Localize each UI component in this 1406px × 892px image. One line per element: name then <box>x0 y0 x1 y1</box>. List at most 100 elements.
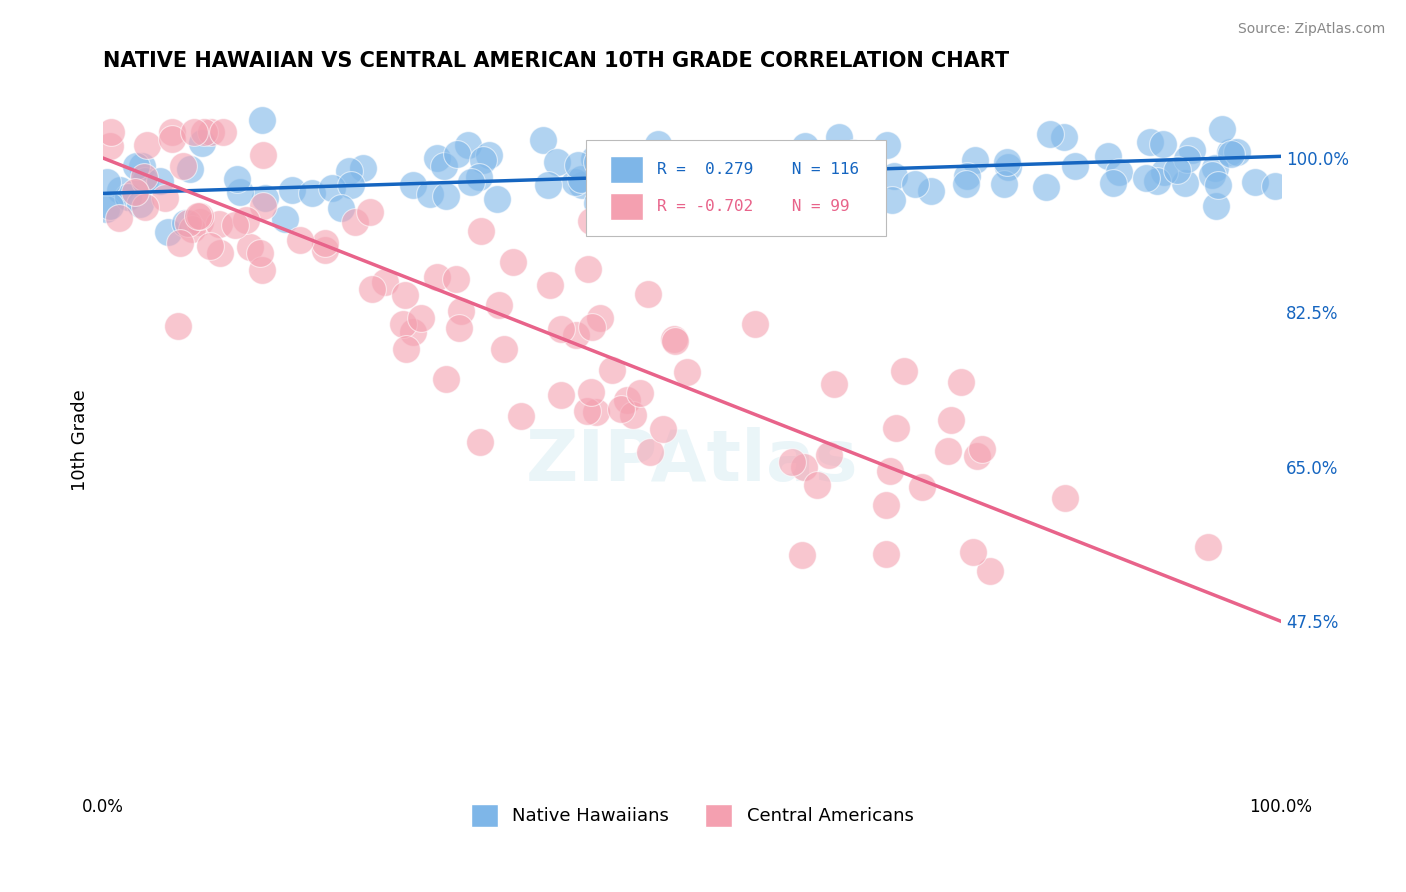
Point <box>450 303 472 318</box>
Point <box>1135 171 1157 186</box>
Bar <box>610 156 643 183</box>
Point <box>330 202 353 216</box>
Point <box>565 327 588 342</box>
Point <box>623 157 645 171</box>
Point <box>585 405 607 419</box>
Point <box>98 199 121 213</box>
Point <box>828 129 851 144</box>
Point <box>589 310 612 325</box>
Point <box>621 408 644 422</box>
Point <box>468 169 491 184</box>
Point <box>340 178 363 192</box>
Point <box>575 404 598 418</box>
Point <box>842 146 865 161</box>
Point <box>149 173 172 187</box>
Point <box>1101 176 1123 190</box>
Point <box>252 199 274 213</box>
Point <box>538 277 561 292</box>
Point <box>181 222 204 236</box>
Point <box>567 158 589 172</box>
Point <box>875 498 897 512</box>
Point <box>470 435 492 450</box>
Point <box>592 184 614 198</box>
Point <box>564 175 586 189</box>
Point <box>1197 540 1219 554</box>
Point <box>586 195 609 210</box>
Point <box>359 204 381 219</box>
Point <box>402 326 425 340</box>
Point <box>600 363 623 377</box>
Point <box>886 421 908 435</box>
Point <box>882 193 904 207</box>
Point <box>585 154 607 169</box>
Point <box>956 169 979 183</box>
Point <box>229 185 252 199</box>
Point <box>426 269 449 284</box>
Point <box>997 161 1019 175</box>
Point <box>239 240 262 254</box>
Point <box>993 177 1015 191</box>
Point <box>188 215 211 229</box>
Point <box>610 402 633 417</box>
Point <box>191 136 214 150</box>
Text: R =  0.279    N = 116: R = 0.279 N = 116 <box>657 161 859 177</box>
Point <box>972 442 994 456</box>
Point <box>183 125 205 139</box>
Point <box>160 125 183 139</box>
Point <box>211 125 233 139</box>
Point <box>841 173 863 187</box>
Point <box>169 236 191 251</box>
Point <box>742 161 765 175</box>
Point <box>208 217 231 231</box>
Point <box>579 214 602 228</box>
Point <box>720 154 742 169</box>
Point <box>337 164 360 178</box>
Point <box>1206 178 1229 193</box>
Point <box>818 448 841 462</box>
Point <box>1108 165 1130 179</box>
Point <box>128 197 150 211</box>
Point <box>571 178 593 192</box>
Point <box>392 317 415 331</box>
Text: R = -0.702    N = 99: R = -0.702 N = 99 <box>657 199 849 214</box>
Point <box>156 225 179 239</box>
Point <box>281 182 304 196</box>
Point <box>135 137 157 152</box>
Text: ZIPAtlas: ZIPAtlas <box>526 427 858 496</box>
Point <box>640 160 662 174</box>
Point <box>744 318 766 332</box>
Point <box>188 209 211 223</box>
Point <box>1153 165 1175 179</box>
Point <box>96 175 118 189</box>
Point <box>848 194 870 209</box>
Point <box>962 545 984 559</box>
Point <box>131 159 153 173</box>
Point <box>963 153 986 168</box>
Point <box>273 212 295 227</box>
Point <box>806 187 828 202</box>
Point <box>472 153 495 167</box>
Point <box>1244 175 1267 189</box>
Point <box>1211 122 1233 136</box>
Point <box>1146 174 1168 188</box>
Point <box>198 239 221 253</box>
Point <box>321 180 343 194</box>
Point <box>955 177 977 191</box>
Point <box>799 154 821 169</box>
Point <box>301 186 323 200</box>
Point <box>510 409 533 424</box>
Point <box>920 184 942 198</box>
Text: Source: ZipAtlas.com: Source: ZipAtlas.com <box>1237 22 1385 37</box>
Point <box>652 421 675 435</box>
Point <box>950 375 973 389</box>
Point <box>460 175 482 189</box>
Point <box>1219 146 1241 161</box>
Point <box>793 200 815 214</box>
Point <box>637 286 659 301</box>
Point <box>709 147 731 161</box>
Point <box>434 372 457 386</box>
Text: NATIVE HAWAIIAN VS CENTRAL AMERICAN 10TH GRADE CORRELATION CHART: NATIVE HAWAIIAN VS CENTRAL AMERICAN 10TH… <box>103 51 1010 70</box>
Point <box>98 139 121 153</box>
Point <box>360 282 382 296</box>
Point <box>1226 145 1249 160</box>
